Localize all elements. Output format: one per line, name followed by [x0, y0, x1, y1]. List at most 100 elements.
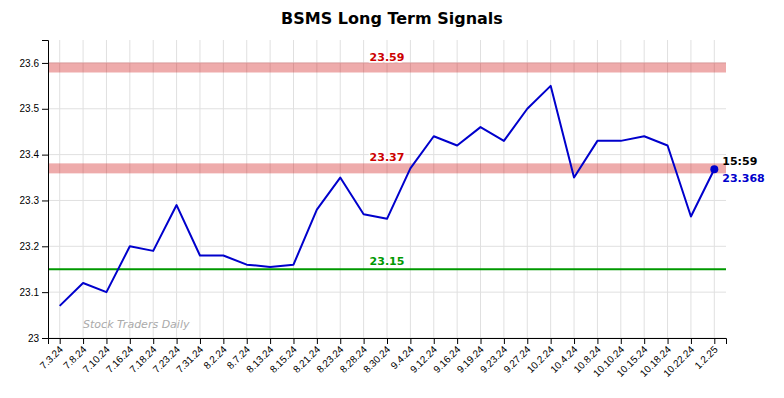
y-tick: 23 [28, 333, 48, 344]
endpoint-time: 15:59 [722, 155, 757, 168]
x-tick-label: 1.2.25 [692, 343, 720, 371]
x-tick-mark [481, 338, 482, 344]
grid-line-x [293, 40, 294, 338]
y-tick-mark [42, 109, 48, 110]
grid-line-x [714, 40, 715, 338]
grid [48, 40, 726, 338]
y-tick-mark [42, 246, 48, 247]
x-tick-mark [223, 338, 224, 344]
x-tick-mark [644, 338, 645, 344]
endpoint-dot [710, 165, 718, 173]
x-tick-mark [200, 338, 201, 344]
x-tick-mark [597, 338, 598, 344]
x-tick-mark [153, 338, 154, 344]
x-tick-mark [293, 338, 294, 344]
grid-line-x [316, 40, 317, 338]
x-tick-label: 7.31.24 [174, 343, 206, 375]
reference-label: 23.59 [370, 51, 405, 64]
y-tick: 23.5 [20, 103, 48, 114]
grid-line-x [667, 40, 668, 338]
line [60, 86, 715, 306]
grid-line-x [153, 40, 154, 338]
x-tick: 10.22.24 [661, 338, 697, 379]
grid-line-x [457, 40, 458, 338]
x-tick-mark [106, 338, 107, 344]
x-tick-mark [130, 338, 131, 344]
x-tick-mark [340, 338, 341, 344]
y-tick-label: 23.3 [20, 195, 40, 206]
x-tick-label: 7.3.24 [38, 343, 66, 371]
y-tick: 23.6 [20, 58, 48, 69]
y-tick-mark [42, 292, 48, 293]
x-tick: 7.3.24 [38, 338, 66, 371]
y-tick-mark [42, 63, 48, 64]
reference-label: 23.37 [370, 151, 405, 164]
x-tick: 8.30.24 [361, 338, 393, 375]
grid-line-x [574, 40, 575, 338]
grid-line-x [480, 40, 481, 338]
grid-line-x [363, 40, 364, 338]
x-tick-mark [247, 338, 248, 344]
watermark: Stock Traders Daily [83, 318, 190, 331]
x-tick-mark [457, 338, 458, 344]
x-tick-label: 10.22.24 [661, 343, 697, 379]
x-tick-mark [668, 338, 669, 344]
reference-band [48, 63, 726, 73]
grid-line-x [340, 40, 341, 338]
x-tick-mark [504, 338, 505, 344]
y-tick-label: 23.1 [20, 287, 40, 298]
y-tick: 23.3 [20, 195, 48, 206]
x-tick-mark [621, 338, 622, 344]
title: BSMS Long Term Signals [281, 9, 503, 28]
x-tick-label: 8.30.24 [361, 343, 393, 375]
x-tick-label: 8.2.24 [201, 343, 229, 371]
reference-band [48, 163, 726, 173]
x-tick-mark [410, 338, 411, 344]
grid-line-x [223, 40, 224, 338]
grid-line-x [176, 40, 177, 338]
marks [48, 63, 726, 306]
grid-line-x [527, 40, 528, 338]
grid-line-x [503, 40, 504, 338]
x-tick-mark [364, 338, 365, 344]
y-tick-label: 23 [28, 333, 40, 344]
x-tick-mark [434, 338, 435, 344]
plot: 23 23.1 23.2 23.3 23.4 23.5 23.6 7.3.247.8.247.… [20, 40, 765, 379]
x-tick-mark [714, 338, 715, 344]
x-tick-mark [691, 338, 692, 344]
grid-line-x [433, 40, 434, 338]
grid-line-x [550, 40, 551, 338]
x-tick-mark [270, 338, 271, 344]
x-tick: 7.31.24 [174, 338, 206, 375]
reference-label: 23.15 [370, 255, 405, 268]
y-tick-label: 23.5 [20, 103, 40, 114]
y-tick-label: 23.4 [20, 149, 40, 160]
grid-line-x [83, 40, 84, 338]
y-tick: 23.1 [20, 287, 48, 298]
grid-line-x [199, 40, 200, 338]
x-axis: 7.3.247.8.247.10.247.16.247.18.247.23.24… [38, 338, 727, 379]
endpoint-price: 23.368 [722, 172, 764, 185]
grid-line-x [620, 40, 621, 338]
y-tick-label: 23.2 [20, 241, 40, 252]
grid-line-x [270, 40, 271, 338]
grid-line-x [690, 40, 691, 338]
y-tick-label: 23.6 [20, 58, 40, 69]
y-tick-mark [42, 155, 48, 156]
x-tick: 8.2.24 [201, 338, 229, 371]
grid-line-x [644, 40, 645, 338]
y-axis-line [42, 41, 49, 339]
x-tick-mark [60, 338, 61, 344]
grid-line-x [246, 40, 247, 338]
x-tick-mark [574, 338, 575, 344]
y-tick: 23.2 [20, 241, 48, 252]
grid-line-x [129, 40, 130, 338]
grid-line-x [106, 40, 107, 338]
grid-line-x [597, 40, 598, 338]
grid-line-x [59, 40, 60, 338]
x-tick-mark [177, 338, 178, 344]
x-tick-mark [83, 338, 84, 344]
x-tick-mark [387, 338, 388, 344]
y-tick-mark [42, 338, 48, 339]
chart: BSMS Long Term Signals 23 23.1 23.2 23.3 23.4… [0, 0, 784, 398]
